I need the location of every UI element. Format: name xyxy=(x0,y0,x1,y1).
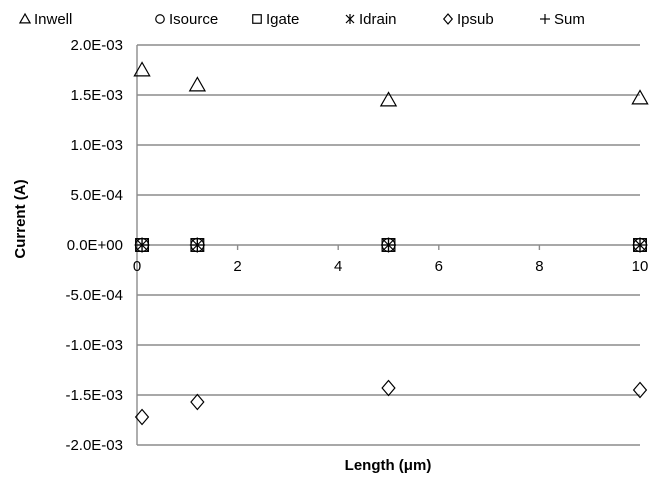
y-tick-label: 0.0E+00 xyxy=(67,237,123,254)
y-axis-ticks: 2.0E-03 1.5E-03 1.0E-03 5.0E-04 0.0E+00 -5.0E… xyxy=(65,37,123,454)
x-tick-label: 0 xyxy=(133,258,141,275)
legend-marker-igate xyxy=(252,14,262,24)
x-tick-label: 4 xyxy=(334,258,342,275)
legend-label: Ipsub xyxy=(457,11,494,28)
data-point-sum xyxy=(381,237,396,253)
legend-item-inwell: Inwell xyxy=(18,11,72,28)
y-tick-label: 2.0E-03 xyxy=(70,37,123,54)
x-axis-ticks: 0 2 4 6 8 10 xyxy=(133,245,649,275)
x-tick-label: 10 xyxy=(632,258,649,275)
data-series xyxy=(133,61,649,426)
x-tick-label: 8 xyxy=(535,258,543,275)
series-inwell xyxy=(133,61,649,107)
legend-label: Sum xyxy=(554,11,585,28)
y-tick-label: -2.0E-03 xyxy=(65,437,123,454)
series-sum xyxy=(134,237,648,253)
legend-item-idrain: Idrain xyxy=(345,11,397,28)
data-point-inwell xyxy=(631,89,649,105)
legend-marker-isource xyxy=(155,14,165,24)
legend-item-sum: Sum xyxy=(540,11,585,28)
legend-item-isource: Isource xyxy=(155,11,218,28)
y-tick-label: -5.0E-04 xyxy=(65,287,123,304)
data-point-sum xyxy=(189,237,205,253)
legend: Inwell Isource Igate Idrain Ipsub Sum xyxy=(18,11,585,28)
y-tick-label: 1.5E-03 xyxy=(70,87,123,104)
legend-label: Inwell xyxy=(34,11,72,28)
x-tick-label: 6 xyxy=(435,258,443,275)
y-tick-label: 1.0E-03 xyxy=(70,137,123,154)
legend-marker-sum xyxy=(540,14,550,24)
data-point-inwell xyxy=(188,76,207,92)
legend-item-ipsub: Ipsub xyxy=(442,11,494,28)
series-ipsub xyxy=(134,379,648,426)
data-point-ipsub xyxy=(190,393,205,411)
data-point-ipsub xyxy=(134,408,150,426)
y-axis-title: Current (A) xyxy=(12,179,29,258)
legend-label: Idrain xyxy=(359,11,397,28)
legend-marker-inwell xyxy=(18,12,32,24)
legend-marker-ipsub xyxy=(442,13,454,25)
data-point-inwell xyxy=(133,61,151,77)
data-point-ipsub xyxy=(381,379,396,397)
data-point-sum xyxy=(134,237,150,253)
legend-item-igate: Igate xyxy=(252,11,299,28)
x-tick-label: 2 xyxy=(233,258,241,275)
x-axis-title: Length (μm) xyxy=(345,457,432,474)
legend-label: Isource xyxy=(169,11,218,28)
data-point-ipsub xyxy=(632,381,648,399)
data-point-inwell xyxy=(379,91,398,107)
y-tick-label: 5.0E-04 xyxy=(70,187,123,204)
legend-marker-idrain xyxy=(345,14,355,24)
y-tick-label: -1.5E-03 xyxy=(65,387,123,404)
y-tick-label: -1.0E-03 xyxy=(65,337,123,354)
legend-label: Igate xyxy=(266,11,299,28)
data-point-sum xyxy=(632,237,648,253)
